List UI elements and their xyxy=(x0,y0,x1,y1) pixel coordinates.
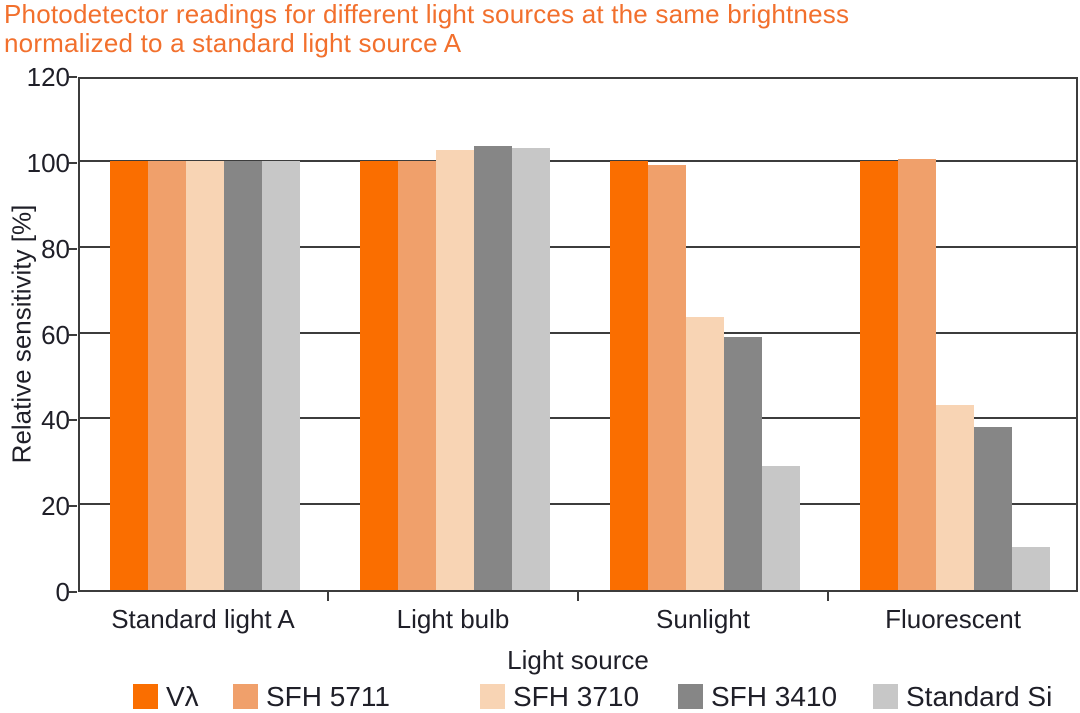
y-tick-mark-80 xyxy=(69,247,77,250)
gridline-100 xyxy=(80,159,1076,162)
bar-sfh-3410-light-bulb xyxy=(474,145,512,590)
legend-swatch-sfh-3710 xyxy=(480,684,505,709)
legend-label-sfh-5711: SFH 5711 xyxy=(266,681,390,712)
bar-sfh-3410-standard-light-a xyxy=(224,160,262,590)
gridline-60 xyxy=(80,331,1076,334)
legend-label-sfh-3410: SFH 3410 xyxy=(711,681,838,712)
y-tick-mark-60 xyxy=(69,333,77,336)
y-tick-mark-20 xyxy=(69,505,77,508)
bar-v-sunlight xyxy=(610,160,648,590)
bar-v-standard-light-a xyxy=(110,160,148,590)
legend-swatch-sfh-3410 xyxy=(678,684,703,709)
x-category-label-fluorescent: Fluorescent xyxy=(885,604,1021,634)
x-tick-mark-1 xyxy=(327,592,329,601)
legend-swatch-sfh-5711 xyxy=(233,684,258,709)
gridline-40 xyxy=(80,417,1076,420)
legend-swatch-v xyxy=(133,684,158,709)
bar-sfh-5711-fluorescent xyxy=(898,158,936,590)
y-tick-label-40: 40 xyxy=(41,405,70,436)
legend-label-sfh-3710: SFH 3710 xyxy=(513,681,640,712)
x-category-label-sunlight: Sunlight xyxy=(656,604,750,634)
bar-sfh-3710-light-bulb xyxy=(436,150,474,590)
y-tick-mark-100 xyxy=(69,161,77,164)
bar-sfh-5711-light-bulb xyxy=(398,160,436,590)
y-tick-mark-0 xyxy=(69,591,77,593)
x-tick-mark-2 xyxy=(577,592,579,601)
chart-title-line1: Photodetector readings for different lig… xyxy=(4,0,850,29)
y-tick-label-100: 100 xyxy=(26,147,70,178)
y-tick-mark-40 xyxy=(69,419,77,422)
legend: Vλ SFH 5711 SFH 3710 SFH 3410 Standard Si xyxy=(0,680,1080,712)
bar-sfh-3710-sunlight xyxy=(686,317,724,590)
x-category-label-standard-light-a: Standard light A xyxy=(111,604,295,634)
x-tick-mark-3 xyxy=(827,592,829,601)
plot-area xyxy=(78,77,1078,592)
bar-sfh-3410-sunlight xyxy=(724,336,762,590)
bar-standard-si-fluorescent xyxy=(1012,547,1050,590)
bar-sfh-5711-sunlight xyxy=(648,165,686,590)
chart-title-line2: normalized to a standard light source A xyxy=(4,28,462,58)
y-tick-label-120: 120 xyxy=(26,62,70,92)
y-tick-mark-120 xyxy=(69,76,77,78)
y-tick-label-20: 20 xyxy=(41,491,70,522)
bar-standard-si-standard-light-a xyxy=(262,160,300,590)
x-axis-title: Light source xyxy=(507,645,649,675)
bar-sfh-3710-standard-light-a xyxy=(186,160,224,590)
legend-label-standard-si: Standard Si xyxy=(906,681,1053,712)
legend-label-v: Vλ xyxy=(166,681,199,712)
x-category-label-light-bulb: Light bulb xyxy=(396,604,510,634)
bar-standard-si-light-bulb xyxy=(512,147,550,590)
gridline-20 xyxy=(80,503,1076,506)
bar-sfh-3410-fluorescent xyxy=(974,426,1012,590)
y-tick-label-80: 80 xyxy=(41,233,70,264)
bar-sfh-3710-fluorescent xyxy=(936,405,974,590)
y-tick-label-60: 60 xyxy=(41,319,70,350)
legend-swatch-standard-si xyxy=(873,684,898,709)
gridline-80 xyxy=(80,245,1076,248)
bar-v-light-bulb xyxy=(360,160,398,590)
bar-v-fluorescent xyxy=(860,160,898,590)
chart-title: Photodetector readings for different lig… xyxy=(4,0,1044,58)
bar-standard-si-sunlight xyxy=(762,465,800,590)
bar-sfh-5711-standard-light-a xyxy=(148,160,186,590)
y-tick-label-0: 0 xyxy=(55,577,70,607)
